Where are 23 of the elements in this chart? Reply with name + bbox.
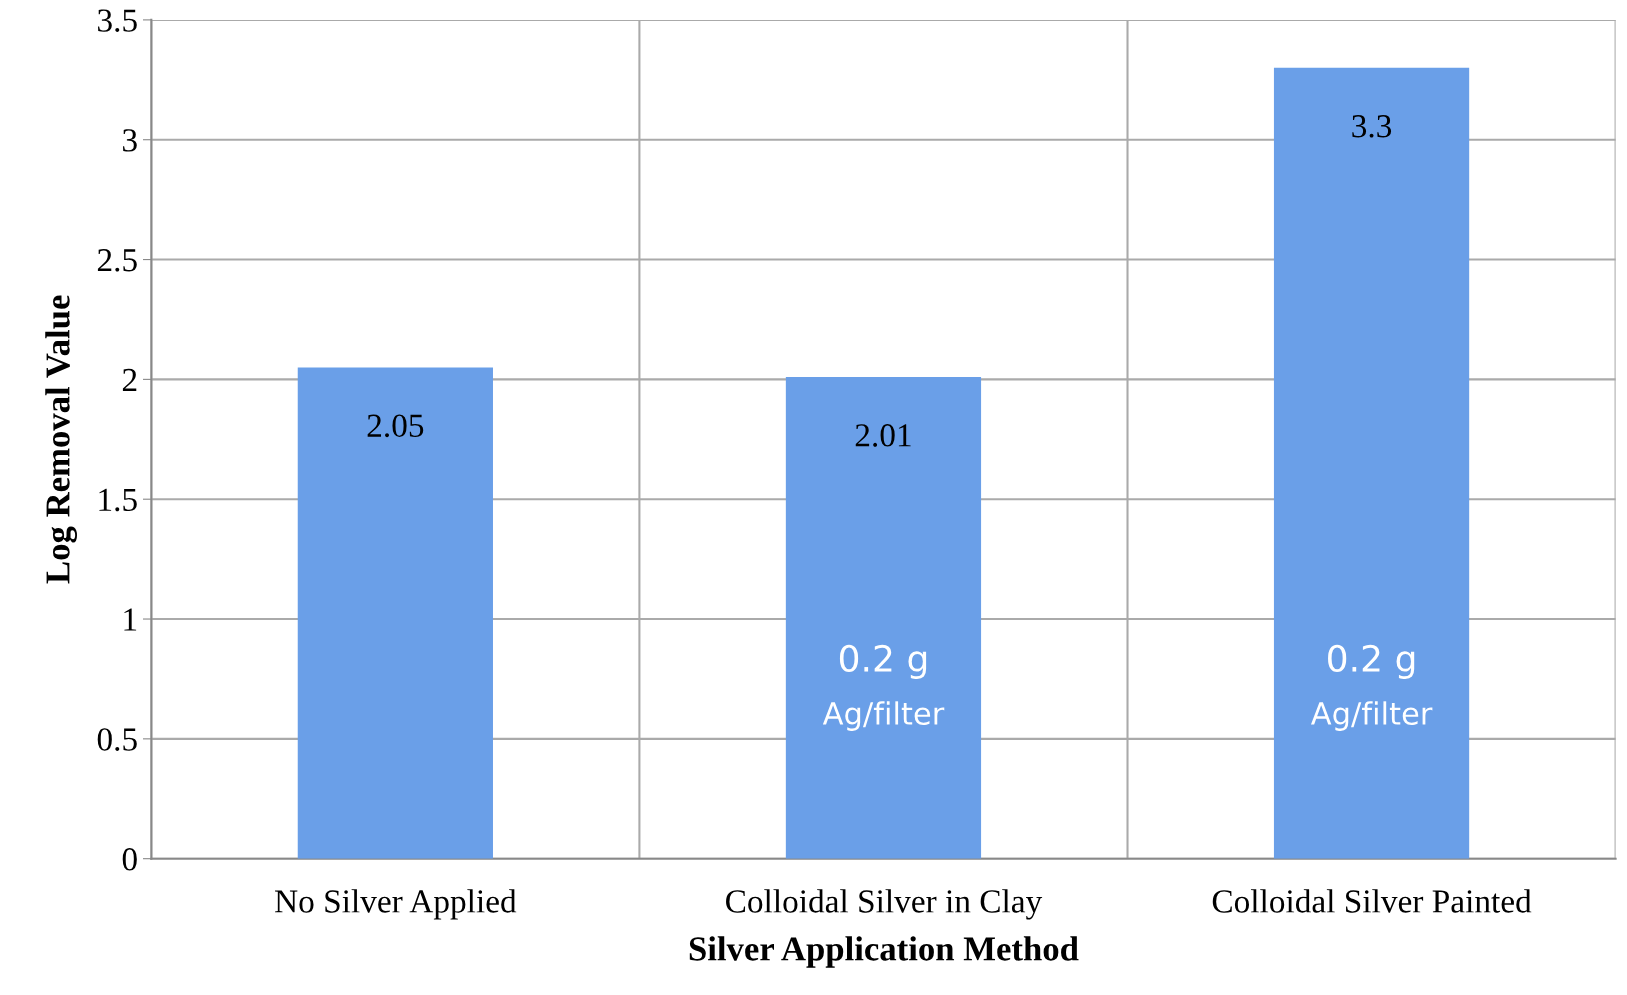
bar: [297, 367, 493, 859]
y-tick-label: 2: [122, 368, 137, 391]
y-axis-title: Log Removal Value: [45, 295, 78, 584]
y-tick-label: 0.5: [97, 728, 137, 751]
data-label: 3.3: [1352, 115, 1392, 138]
y-tick-label: 2.5: [97, 249, 137, 272]
annotation: Ag/filter: [822, 701, 945, 731]
annotation: Ag/filter: [1310, 701, 1433, 731]
data-label: 2.05: [367, 414, 424, 438]
y-tick-label: 0: [122, 848, 137, 871]
y-tick-label: 1.5: [99, 488, 137, 512]
x-tick-label: Colloidal Silver Painted: [1212, 889, 1532, 913]
x-tick-label: No Silver Applied: [275, 889, 517, 920]
y-tick-label: 3: [123, 129, 137, 152]
y-tick-label: 3.5: [98, 9, 137, 32]
y-tick-label: 1: [124, 608, 137, 631]
bar: [785, 376, 982, 859]
bar: [1273, 67, 1470, 859]
annotation: 0.2 g: [1328, 644, 1415, 680]
x-tick-label: Colloidal Silver in Clay: [726, 889, 1043, 920]
data-label: 2.01: [855, 424, 911, 447]
annotation: 0.2 g: [839, 644, 927, 680]
x-axis-title: Silver Application Method: [689, 936, 1079, 968]
